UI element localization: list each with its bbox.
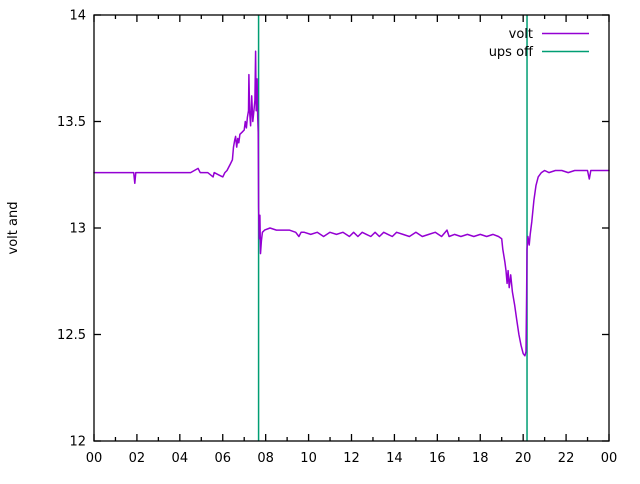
- y-axis-label: volt and: [6, 202, 21, 255]
- x-tick-label: 00: [86, 451, 103, 466]
- x-tick-label: 20: [515, 451, 532, 466]
- legend: volt ups off: [489, 27, 589, 60]
- volt-series: [93, 50, 610, 357]
- y-tick-label: 13.5: [57, 115, 86, 130]
- x-tick-label: 10: [300, 451, 317, 466]
- x-tick-label: 22: [558, 451, 575, 466]
- y-tick-label: 12.5: [57, 328, 86, 343]
- x-tick-label: 02: [129, 451, 146, 466]
- legend-label-volt: volt: [509, 27, 533, 42]
- volt-series-line: [93, 50, 610, 357]
- x-tick-label: 08: [257, 451, 274, 466]
- x-tick-label: 18: [472, 451, 489, 466]
- ups-off-vlines: [257, 15, 528, 441]
- y-tick-label: 12: [69, 435, 86, 450]
- x-tick-label: 06: [214, 451, 231, 466]
- x-tick-label: 12: [343, 451, 360, 466]
- axis-ticks: [93, 14, 610, 442]
- y-tick-label: 14: [69, 9, 86, 24]
- x-tick-label: 04: [172, 451, 189, 466]
- x-tick-label: 00: [601, 451, 618, 466]
- y-tick-label: 13: [69, 222, 86, 237]
- x-tick-label: 16: [429, 451, 446, 466]
- x-tick-label: 14: [386, 451, 403, 466]
- legend-label-ups-off: ups off: [489, 45, 534, 60]
